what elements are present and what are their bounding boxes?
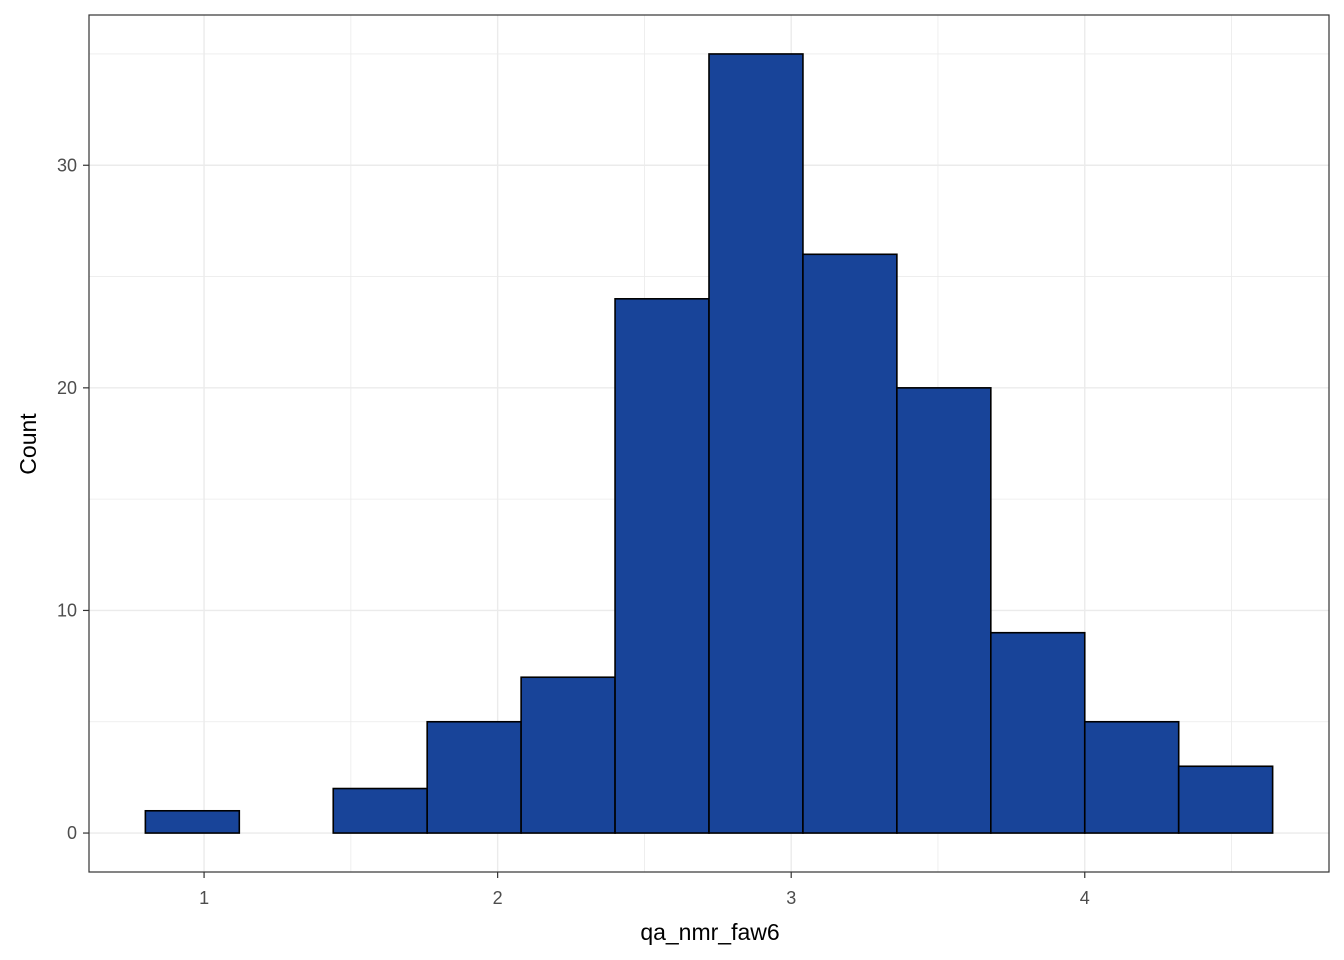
histogram-bar — [990, 631, 1086, 834]
x-axis-ticks: 1 2 3 4 — [199, 872, 1090, 908]
histogram-bar — [332, 787, 428, 834]
y-axis-ticks: 0 10 20 30 — [57, 155, 89, 843]
y-tick-label: 0 — [67, 823, 77, 843]
y-tick-label: 10 — [57, 600, 77, 620]
x-tick-label: 4 — [1080, 888, 1090, 908]
histogram-bar — [1177, 765, 1274, 834]
histogram-bar — [426, 720, 522, 834]
histogram-bar — [614, 298, 710, 834]
x-axis-title: qa_nmr_faw6 — [640, 919, 779, 945]
y-tick-label: 20 — [57, 378, 77, 398]
y-tick-label: 30 — [57, 155, 77, 175]
histogram-bar — [1083, 720, 1180, 834]
histogram-bars — [144, 53, 1274, 834]
histogram-bar — [144, 809, 241, 834]
x-tick-label: 1 — [199, 888, 209, 908]
x-tick-label: 3 — [786, 888, 796, 908]
histogram-bar — [520, 676, 616, 834]
x-tick-label: 2 — [493, 888, 503, 908]
histogram-bar — [802, 253, 898, 834]
histogram-bar — [896, 387, 992, 834]
histogram-bar — [708, 53, 804, 834]
y-axis-title: Count — [15, 413, 41, 475]
panel-border — [88, 14, 1330, 873]
